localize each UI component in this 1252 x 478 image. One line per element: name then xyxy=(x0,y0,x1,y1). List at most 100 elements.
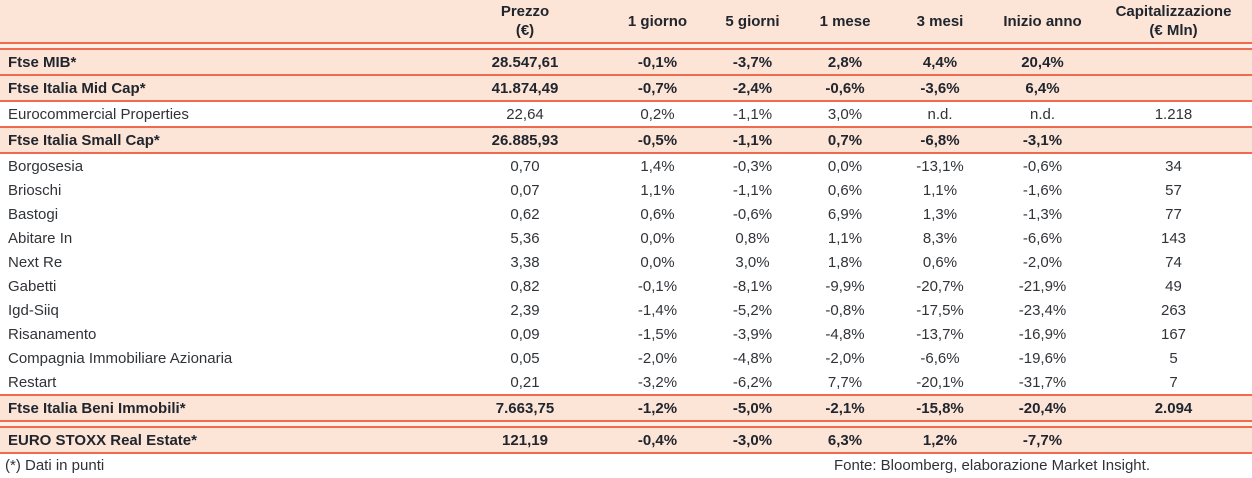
divider-line xyxy=(0,426,1252,428)
header-prezzo-line1: Prezzo xyxy=(500,3,550,20)
change-ytd-cell: -23,4% xyxy=(1018,301,1067,319)
change-5d-cell: -6,2% xyxy=(732,373,773,391)
change-ytd-cell: -19,6% xyxy=(1018,349,1067,367)
change-ytd-cell: -1,6% xyxy=(1022,181,1063,199)
market-cap-cell: 7 xyxy=(1169,373,1178,391)
change-5d-cell: -4,8% xyxy=(732,349,773,367)
row-compagnia-immobiliare-azionaria: Compagnia Immobiliare Azionaria 0,05 -2,… xyxy=(0,346,1252,370)
header-1-mese: 1 mese xyxy=(819,12,871,30)
market-cap-cell: 1.218 xyxy=(1154,105,1193,123)
change-5d-cell: 0,8% xyxy=(735,229,770,247)
source-attribution: Fonte: Bloomberg, elaborazione Market In… xyxy=(833,457,1150,474)
change-5d-cell: -1,1% xyxy=(732,105,773,123)
price-cell: 26.885,93 xyxy=(491,131,559,149)
row-restart: Restart 0,21 -3,2% -6,2% 7,7% -20,1% -31… xyxy=(0,370,1252,394)
change-ytd-cell: 6,4% xyxy=(1025,79,1060,97)
divider-line xyxy=(0,394,1252,396)
market-cap-cell: 74 xyxy=(1165,253,1182,271)
change-5d-cell: -5,2% xyxy=(732,301,773,319)
row-ftse-italia-small-cap: Ftse Italia Small Cap* 26.885,93 -0,5% -… xyxy=(0,128,1252,152)
change-ytd-cell: n.d. xyxy=(1029,105,1056,123)
price-cell: 0,21 xyxy=(510,373,540,391)
instrument-name: Ftse Italia Mid Cap* xyxy=(8,79,146,97)
change-3m-cell: -3,6% xyxy=(920,79,960,97)
instrument-name: Ftse Italia Small Cap* xyxy=(8,131,160,149)
price-cell: 0,70 xyxy=(510,157,540,175)
change-3m-cell: n.d. xyxy=(927,105,953,123)
change-1d-cell: -2,0% xyxy=(637,349,678,367)
price-cell: 2,39 xyxy=(510,301,540,319)
market-cap-cell: 2.094 xyxy=(1154,399,1193,417)
instrument-name: Abitare In xyxy=(8,229,73,247)
divider-line xyxy=(0,126,1252,128)
change-ytd-cell: -6,6% xyxy=(1022,229,1063,247)
change-3m-cell: 1,3% xyxy=(922,205,958,223)
header-1-giorno: 1 giorno xyxy=(627,12,688,30)
row-igd-siiq: Igd-Siiq 2,39 -1,4% -5,2% -0,8% -17,5% -… xyxy=(0,298,1252,322)
change-3m-cell: 4,4% xyxy=(922,53,958,71)
price-cell: 0,82 xyxy=(510,277,540,295)
change-5d-cell: -3,7% xyxy=(732,53,773,71)
change-1d-cell: 0,0% xyxy=(640,229,675,247)
change-ytd-cell: 20,4% xyxy=(1021,53,1064,71)
instrument-name: Ftse Italia Beni Immobili* xyxy=(8,399,186,417)
change-1m-cell: -2,1% xyxy=(825,399,865,417)
instrument-name: Compagnia Immobiliare Azionaria xyxy=(8,349,233,367)
divider-gap xyxy=(0,44,1252,48)
table-header-row: Prezzo (€) 1 giorno 5 giorni 1 mese 3 mes… xyxy=(0,0,1252,42)
change-1d-cell: -3,2% xyxy=(637,373,678,391)
change-1m-cell: -9,9% xyxy=(825,277,865,295)
change-3m-cell: 1,1% xyxy=(922,181,958,199)
change-3m-cell: -17,5% xyxy=(916,301,964,319)
market-cap-cell: 77 xyxy=(1165,205,1182,223)
price-cell: 7.663,75 xyxy=(495,399,555,417)
change-5d-cell: -2,4% xyxy=(732,79,773,97)
change-1d-cell: -0,1% xyxy=(637,277,678,295)
change-3m-cell: -13,1% xyxy=(916,157,964,175)
change-ytd-cell: -31,7% xyxy=(1018,373,1067,391)
row-ftse-italia-beni-immobili: Ftse Italia Beni Immobili* 7.663,75 -1,2… xyxy=(0,396,1252,420)
change-1m-cell: -4,8% xyxy=(825,325,865,343)
row-brioschi: Brioschi 0,07 1,1% -1,1% 0,6% 1,1% -1,6%… xyxy=(0,178,1252,202)
row-risanamento: Risanamento 0,09 -1,5% -3,9% -4,8% -13,7… xyxy=(0,322,1252,346)
header-prezzo-line2: (€) xyxy=(515,22,535,39)
change-1m-cell: 6,9% xyxy=(827,205,863,223)
change-3m-cell: 8,3% xyxy=(922,229,958,247)
row-borgosesia: Borgosesia 0,70 1,4% -0,3% 0,0% -13,1% -… xyxy=(0,154,1252,178)
instrument-name: Next Re xyxy=(8,253,63,271)
change-1m-cell: 7,7% xyxy=(827,373,863,391)
price-cell: 0,05 xyxy=(510,349,540,367)
instrument-name: EURO STOXX Real Estate* xyxy=(8,431,197,449)
change-1d-cell: 0,0% xyxy=(640,253,675,271)
instrument-name: Eurocommercial Properties xyxy=(8,105,189,123)
change-5d-cell: -5,0% xyxy=(732,399,773,417)
change-1d-cell: -0,7% xyxy=(637,79,678,97)
divider-line xyxy=(0,48,1252,50)
change-3m-cell: -6,6% xyxy=(920,349,960,367)
row-eurocommercial-properties: Eurocommercial Properties 22,64 0,2% -1,… xyxy=(0,102,1252,126)
header-5-giorni: 5 giorni xyxy=(725,12,780,30)
change-3m-cell: -6,8% xyxy=(920,131,960,149)
change-5d-cell: -3,9% xyxy=(732,325,773,343)
row-bastogi: Bastogi 0,62 0,6% -0,6% 6,9% 1,3% -1,3% … xyxy=(0,202,1252,226)
market-cap-cell: 34 xyxy=(1165,157,1182,175)
price-cell: 0,62 xyxy=(510,205,540,223)
change-1m-cell: -2,0% xyxy=(825,349,865,367)
price-cell: 121,19 xyxy=(502,431,548,449)
price-cell: 0,07 xyxy=(510,181,540,199)
change-3m-cell: 1,2% xyxy=(922,431,958,449)
change-1d-cell: -0,5% xyxy=(637,131,678,149)
divider-line xyxy=(0,452,1252,454)
change-ytd-cell: -3,1% xyxy=(1022,131,1063,149)
divider-line xyxy=(0,152,1252,154)
change-3m-cell: -20,1% xyxy=(916,373,964,391)
change-1m-cell: -0,8% xyxy=(825,301,865,319)
change-3m-cell: 0,6% xyxy=(922,253,958,271)
change-5d-cell: -3,0% xyxy=(732,431,773,449)
row-ftse-italia-mid-cap: Ftse Italia Mid Cap* 41.874,49 -0,7% -2,… xyxy=(0,76,1252,100)
price-cell: 3,38 xyxy=(510,253,540,271)
market-cap-cell: 143 xyxy=(1160,229,1187,247)
price-cell: 0,09 xyxy=(510,325,540,343)
change-1m-cell: 2,8% xyxy=(827,53,863,71)
